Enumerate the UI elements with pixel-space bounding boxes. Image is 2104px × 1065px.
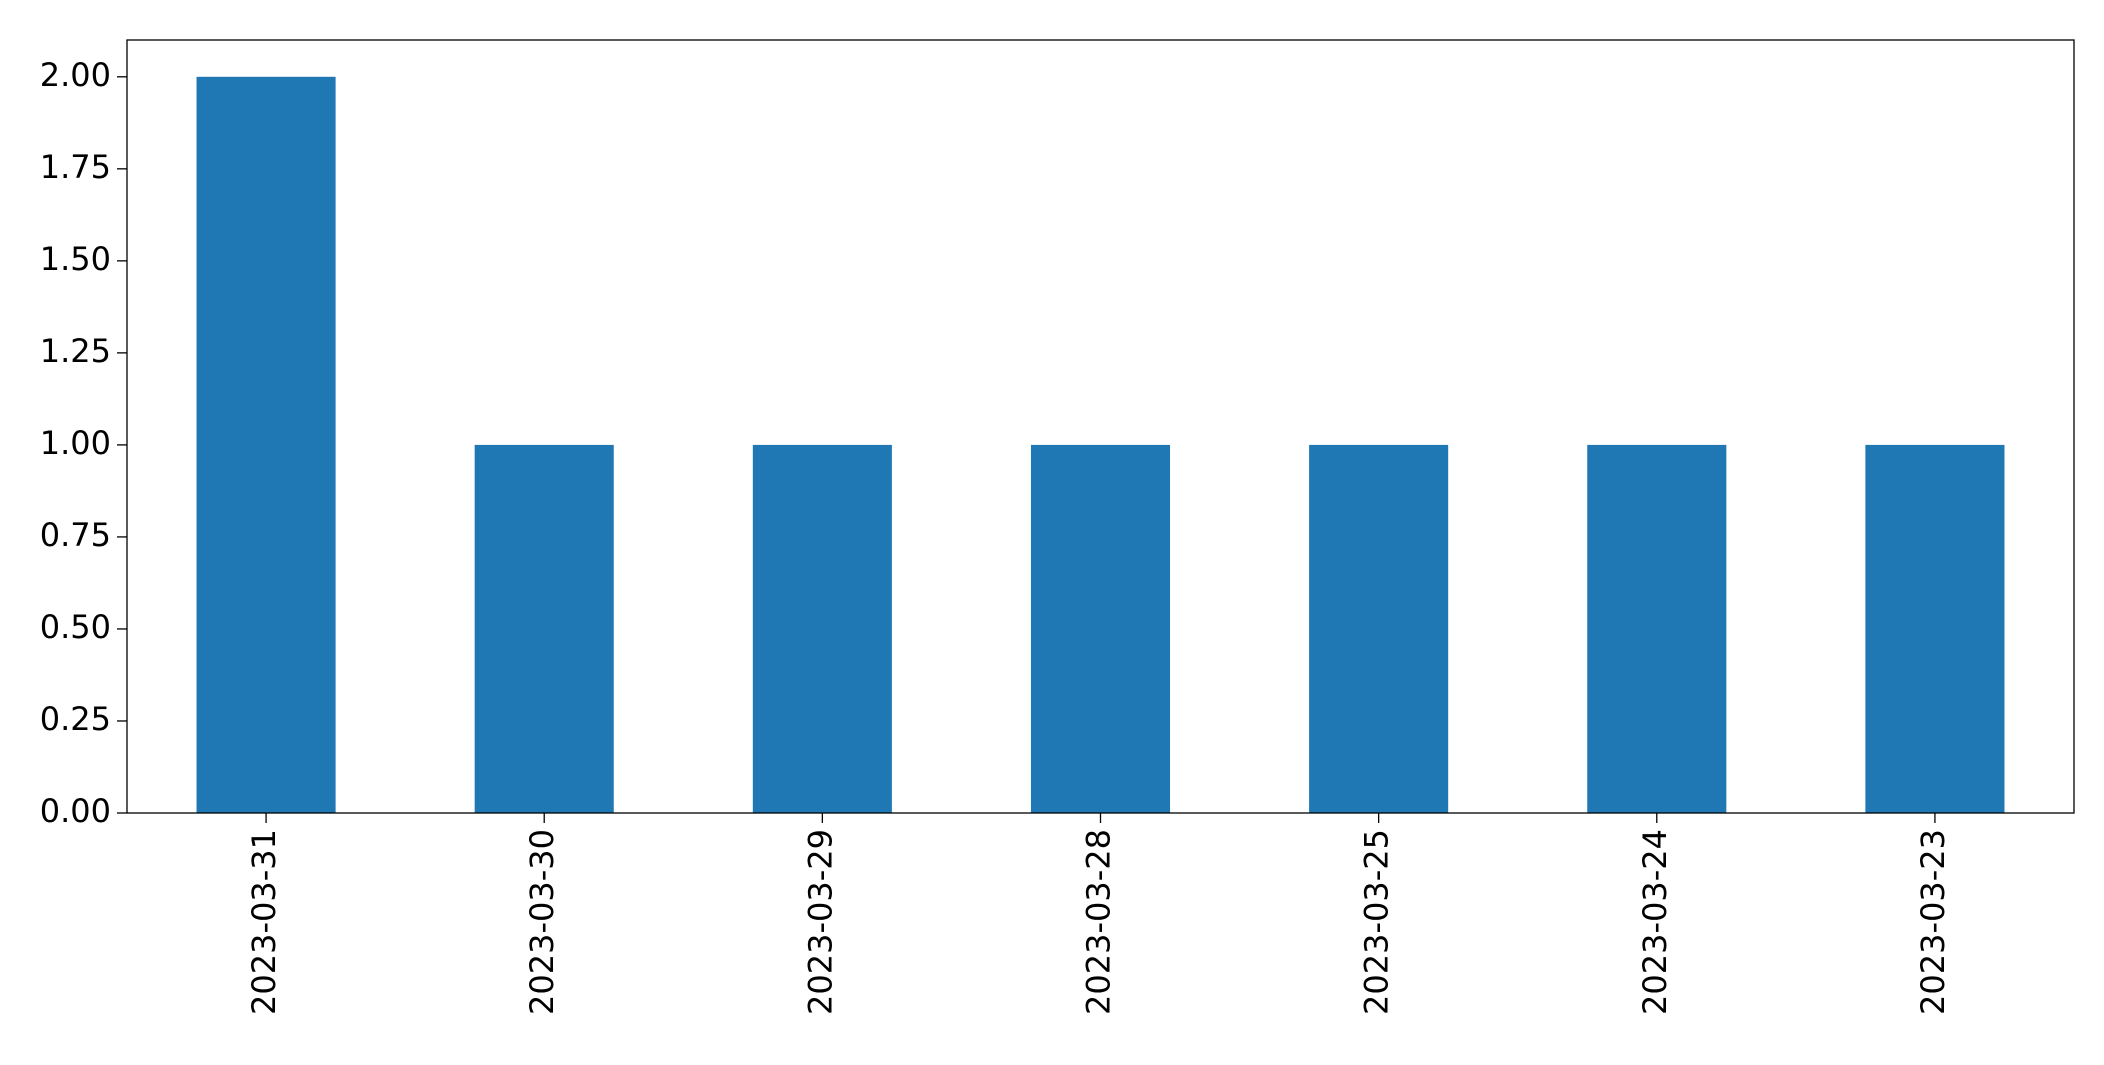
bar [196, 76, 336, 814]
y-tick-label: 0.50 [40, 608, 111, 646]
y-tick-label: 1.00 [40, 424, 111, 462]
bar [1587, 444, 1727, 813]
y-tick-label: 0.00 [40, 792, 111, 830]
x-tick-label: 2023-03-24 [1636, 829, 1674, 1015]
x-tick-label: 2023-03-23 [1914, 829, 1952, 1015]
bar [1309, 444, 1449, 813]
y-tick-label: 1.75 [40, 148, 111, 186]
x-tick-label: 2023-03-30 [523, 829, 561, 1015]
bar [474, 444, 614, 813]
bar [1865, 444, 2005, 813]
y-tick-label: 1.25 [40, 332, 111, 370]
x-tick-label: 2023-03-25 [1358, 829, 1396, 1015]
y-tick-label: 0.75 [40, 516, 111, 554]
plot-frame [126, 39, 2075, 814]
x-tick-label: 2023-03-28 [1080, 829, 1118, 1015]
bar [1030, 444, 1171, 813]
bar [752, 444, 892, 813]
x-tick-label: 2023-03-29 [801, 829, 839, 1015]
y-tick-label: 2.00 [40, 56, 111, 94]
y-tick-label: 0.25 [40, 700, 111, 738]
x-tick-label: 2023-03-31 [245, 829, 283, 1015]
y-tick-label: 1.50 [40, 240, 111, 278]
